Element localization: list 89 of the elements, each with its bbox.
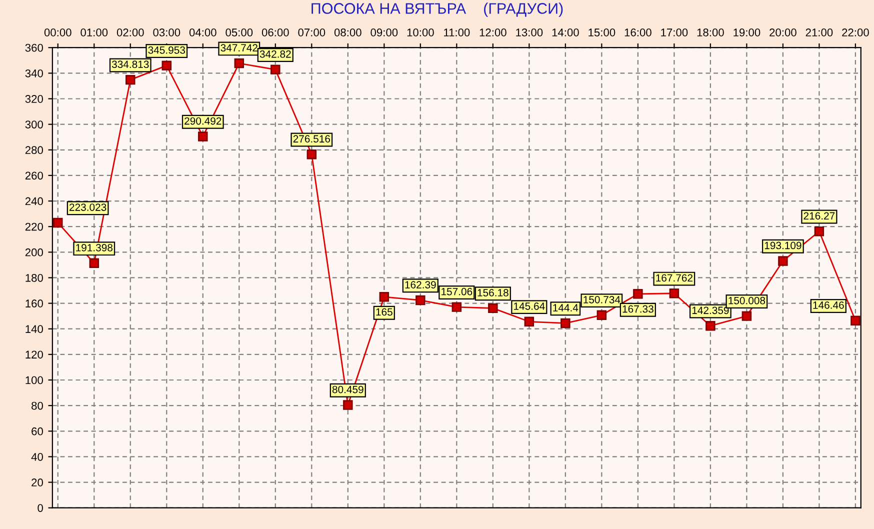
data-label: 167.762	[656, 274, 692, 282]
y-tick-label: 160	[26, 300, 43, 308]
point	[53, 218, 63, 228]
y-tick-label: 80	[32, 402, 43, 410]
data-label: 334.813	[112, 60, 149, 68]
x-tick-label: 09:00	[370, 28, 398, 36]
data-label: 146.46	[813, 301, 844, 309]
point	[633, 289, 643, 299]
point	[379, 292, 390, 302]
data-label: 144.4	[553, 304, 578, 312]
point	[488, 303, 498, 314]
x-tick-label: 02:00	[116, 28, 144, 36]
point	[850, 316, 860, 326]
point	[126, 74, 136, 85]
x-tick-label: 05:00	[226, 28, 253, 36]
point	[416, 295, 426, 306]
x-tick-label: 16:00	[624, 28, 652, 36]
x-tick-label: 15:00	[588, 28, 616, 36]
data-label: 193.109	[764, 242, 802, 250]
point	[669, 288, 680, 298]
x-tick-label: 20:00	[770, 28, 796, 36]
data-label: 223.023	[70, 204, 106, 211]
point	[524, 316, 534, 327]
y-tick-label: 60	[32, 427, 43, 436]
x-tick-label: 07:00	[298, 28, 326, 36]
data-label: 167.33	[622, 305, 654, 313]
y-tick-label: 240	[25, 197, 43, 206]
point	[596, 310, 607, 320]
y-tick-label: 100	[26, 376, 43, 384]
y-tick-label: 280	[25, 146, 43, 154]
data-label: 165	[376, 308, 392, 316]
y-tick-label: 360	[25, 44, 43, 52]
y-tick-label: 20	[32, 478, 43, 486]
data-label: 150.734	[584, 296, 620, 304]
point	[814, 226, 824, 236]
x-tick-label: 22:00	[842, 28, 869, 36]
y-tick-label: 120	[26, 350, 43, 359]
x-tick-label: 17:00	[661, 28, 688, 36]
data-label: 216.27	[804, 212, 835, 220]
x-tick-label: 19:00	[734, 28, 760, 36]
data-label: 142.359	[692, 306, 729, 314]
x-tick-label: 11:00	[444, 28, 470, 36]
point	[270, 64, 280, 74]
y-tick-label: 180	[26, 274, 43, 282]
data-label: 162.39	[405, 281, 436, 288]
point	[198, 132, 208, 142]
data-label: 342.82	[260, 50, 291, 58]
x-tick-label: 06:00	[262, 28, 289, 36]
data-label: 276.516	[293, 135, 330, 143]
data-label: 145.64	[514, 302, 545, 310]
y-tick-label: 340	[25, 69, 43, 78]
data-label: 290.492	[184, 117, 222, 125]
data-label: 150.008	[728, 296, 766, 304]
y-tick-label: 260	[25, 172, 43, 180]
y-tick-label: 40	[31, 452, 43, 461]
point	[343, 400, 353, 410]
x-tick-label: 12:00	[480, 28, 506, 36]
point	[778, 256, 788, 266]
y-tick-label: 220	[25, 222, 43, 231]
x-tick-label: 14:00	[552, 28, 579, 36]
x-tick-label: 04:00	[189, 28, 216, 36]
data-label: 347.742	[220, 44, 258, 52]
point	[742, 311, 752, 321]
y-tick-label: 200	[25, 248, 43, 256]
chart-title: ПОСОКА НА ВЯТЪРА (ГРАДУСИ)	[312, 2, 563, 17]
data-label: 191.398	[76, 244, 113, 252]
data-label: 157.06	[442, 288, 472, 296]
y-tick-label: 320	[25, 95, 43, 103]
point	[234, 58, 244, 68]
y-tick-label: 300	[25, 120, 43, 128]
x-tick-label: 08:00	[334, 28, 362, 36]
data-label: 80.459	[332, 386, 364, 394]
x-tick-label: 03:00	[153, 28, 180, 36]
x-tick-label: 01:00	[80, 28, 108, 36]
x-tick-label: 18:00	[697, 28, 724, 36]
data-label: 345.953	[148, 46, 186, 54]
point	[89, 258, 99, 268]
x-tick-label: 21:00	[806, 28, 833, 36]
point	[452, 302, 462, 312]
point	[560, 318, 570, 328]
point	[706, 320, 716, 331]
data-label: 156.18	[478, 289, 508, 296]
y-tick-label: 140	[26, 325, 43, 333]
x-tick-label: 13:00	[516, 28, 543, 36]
point	[306, 149, 317, 160]
point	[162, 60, 172, 70]
y-tick-label: 0	[38, 504, 43, 512]
x-tick-label: 00:00	[44, 28, 72, 36]
x-tick-label: 10:00	[407, 28, 434, 36]
